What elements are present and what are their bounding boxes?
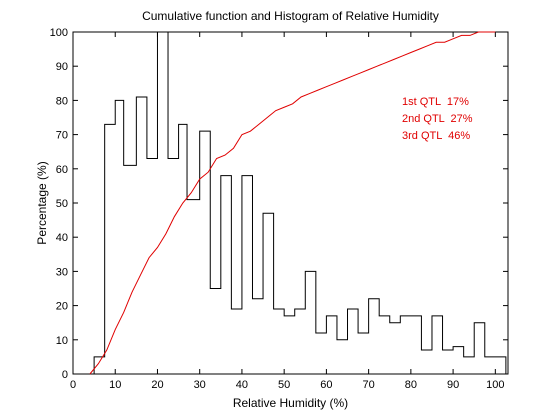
histogram-bar: [124, 165, 137, 374]
x-tick-label: 80: [405, 379, 417, 391]
histogram-bar: [337, 340, 348, 374]
histogram-bar: [369, 299, 380, 374]
y-tick-label: 50: [56, 198, 68, 210]
y-tick-label: 80: [56, 95, 68, 107]
y-tick-label: 90: [56, 61, 68, 73]
x-tick-label: 90: [447, 379, 459, 391]
y-tick-label: 30: [56, 266, 68, 278]
histogram-bar: [453, 347, 464, 374]
x-tick-label: 30: [194, 379, 206, 391]
histogram-bar: [263, 213, 274, 374]
histogram-bar: [421, 350, 432, 374]
histogram-bar: [94, 357, 105, 374]
histogram-bar: [168, 159, 179, 374]
chart-title: Cumulative function and Histogram of Rel…: [142, 9, 439, 23]
histogram-bar: [231, 309, 242, 374]
y-tick-label: 0: [62, 369, 68, 381]
histogram-bar: [210, 289, 221, 375]
histogram-bar: [443, 350, 454, 374]
cumulative-line: [89, 31, 496, 375]
histogram-bar: [432, 316, 443, 374]
x-tick-label: 20: [151, 379, 163, 391]
histogram-bar: [495, 357, 506, 374]
y-tick-label: 100: [50, 27, 68, 39]
histogram-bar: [187, 200, 200, 374]
histogram-bar: [326, 316, 337, 374]
x-tick-label: 70: [363, 379, 375, 391]
quantile-annotations: 1st QTL 17% 2nd QTL 27% 3rd QTL 46%: [402, 94, 473, 145]
x-tick-label: 10: [109, 379, 121, 391]
histogram-bar: [316, 333, 327, 374]
y-tick-label: 40: [56, 232, 68, 244]
histogram-bar: [485, 357, 496, 374]
quantile-1: 1st QTL 17%: [402, 96, 469, 108]
histogram-bar: [157, 32, 168, 374]
histogram-bar: [379, 316, 390, 374]
histogram-series: [73, 31, 507, 375]
quantile-2: 2nd QTL 27%: [402, 113, 473, 125]
histogram-bar: [105, 124, 116, 374]
histogram-bar: [115, 100, 123, 374]
histogram-bar: [295, 309, 306, 374]
x-tick-label: 60: [320, 379, 332, 391]
histogram-bar: [274, 309, 285, 374]
histogram-bar: [136, 97, 147, 374]
histogram-bar: [474, 323, 485, 374]
histogram-bar: [400, 316, 411, 374]
quantile-3: 3rd QTL 46%: [402, 130, 471, 142]
histogram-bar: [305, 271, 316, 374]
histogram-bar: [147, 159, 158, 374]
histogram-bar: [221, 176, 232, 374]
histogram-bar: [284, 316, 295, 374]
y-tick-label: 70: [56, 130, 68, 142]
x-tick-label: 40: [236, 379, 248, 391]
y-tick-label: 10: [56, 335, 68, 347]
histogram-bar: [348, 309, 359, 374]
histogram-bar: [252, 299, 263, 374]
histogram-bar: [242, 176, 253, 374]
histogram-bar: [200, 131, 211, 374]
histogram-bar: [390, 323, 401, 374]
x-axis-label: Relative Humidity (%): [232, 396, 349, 410]
histogram-bar: [411, 316, 422, 374]
y-tick-label: 60: [56, 164, 68, 176]
histogram-bar: [358, 333, 369, 374]
y-tick-label: 20: [56, 301, 68, 313]
x-tick-label: 0: [70, 379, 76, 391]
x-tick-label: 100: [486, 379, 504, 391]
histogram-bar: [464, 357, 475, 374]
x-tick-label: 50: [278, 379, 290, 391]
histogram-bar: [179, 124, 187, 374]
